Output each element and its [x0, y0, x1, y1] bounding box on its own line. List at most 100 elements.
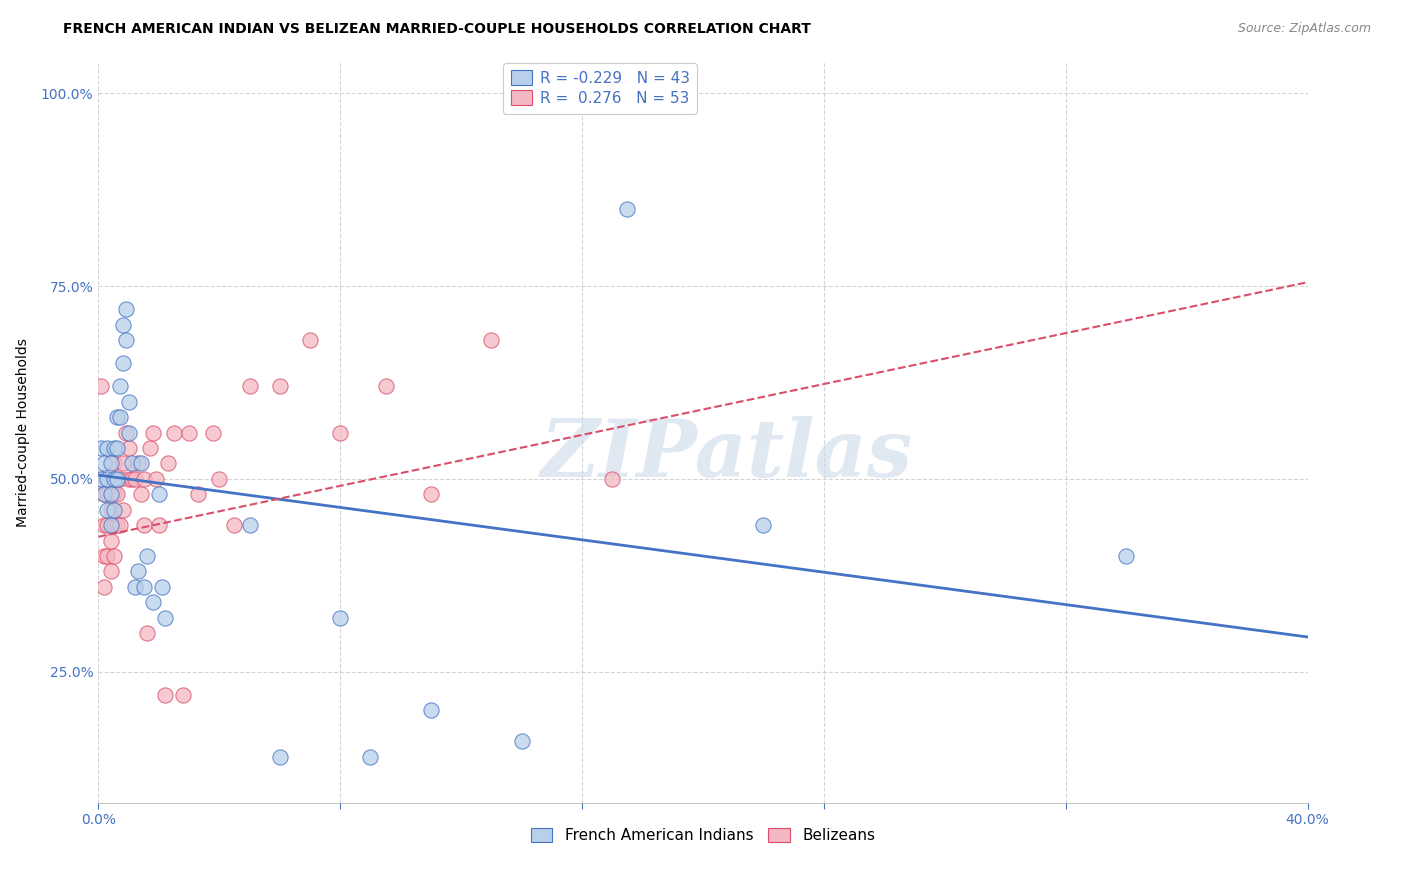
Point [100, 457, 122, 471]
Point [93, 457, 115, 471]
Point [108, 379, 131, 393]
Point [163, 425, 186, 440]
Point [148, 518, 170, 533]
Point [752, 518, 775, 533]
Legend: French American Indians, Belizeans: French American Indians, Belizeans [523, 820, 883, 851]
Point [114, 425, 136, 440]
Point [96, 502, 118, 516]
Text: FRENCH AMERICAN INDIAN VS BELIZEAN MARRIED-COUPLE HOUSEHOLDS CORRELATION CHART: FRENCH AMERICAN INDIAN VS BELIZEAN MARRI… [63, 22, 811, 37]
Point [360, 749, 382, 764]
Point [90, 379, 112, 393]
Point [172, 688, 194, 702]
Point [93, 518, 115, 533]
Point [108, 410, 131, 425]
Y-axis label: Married-couple Households: Married-couple Households [15, 338, 30, 527]
Point [105, 487, 128, 501]
Point [100, 518, 122, 533]
Point [187, 487, 209, 501]
Point [103, 472, 125, 486]
Point [118, 472, 141, 486]
Point [100, 502, 122, 516]
Point [139, 441, 162, 455]
Point [153, 611, 176, 625]
Point [103, 441, 125, 455]
Point [111, 457, 134, 471]
Point [148, 487, 170, 501]
Point [114, 302, 136, 317]
Point [100, 565, 122, 579]
Point [129, 487, 152, 501]
Point [602, 472, 624, 486]
Point [224, 518, 246, 533]
Point [111, 502, 134, 516]
Point [103, 549, 125, 563]
Point [208, 472, 231, 486]
Point [93, 487, 115, 501]
Point [111, 318, 134, 332]
Point [239, 518, 262, 533]
Point [142, 425, 165, 440]
Point [100, 487, 122, 501]
Point [135, 626, 157, 640]
Point [150, 580, 173, 594]
Point [124, 472, 146, 486]
Point [108, 518, 131, 533]
Point [299, 333, 322, 347]
Point [142, 595, 165, 609]
Point [96, 487, 118, 501]
Point [96, 472, 118, 486]
Point [105, 472, 128, 486]
Point [105, 441, 128, 455]
Point [93, 580, 115, 594]
Point [179, 425, 201, 440]
Point [135, 549, 157, 563]
Point [105, 518, 128, 533]
Point [329, 425, 352, 440]
Point [100, 533, 122, 548]
Point [374, 379, 396, 393]
Point [121, 472, 143, 486]
Point [510, 734, 533, 748]
Point [202, 425, 225, 440]
Point [132, 472, 155, 486]
Point [103, 487, 125, 501]
Point [90, 472, 112, 486]
Point [96, 441, 118, 455]
Point [127, 565, 149, 579]
Point [90, 441, 112, 455]
Point [103, 457, 125, 471]
Point [93, 549, 115, 563]
Point [127, 457, 149, 471]
Point [153, 688, 176, 702]
Point [269, 749, 291, 764]
Point [118, 441, 141, 455]
Point [114, 333, 136, 347]
Point [156, 457, 179, 471]
Point [420, 487, 443, 501]
Point [132, 580, 155, 594]
Point [93, 487, 115, 501]
Point [108, 472, 131, 486]
Point [129, 457, 152, 471]
Point [145, 472, 167, 486]
Point [103, 518, 125, 533]
Point [132, 518, 155, 533]
Point [124, 580, 146, 594]
Point [329, 611, 352, 625]
Point [481, 333, 503, 347]
Point [118, 394, 141, 409]
Text: ZIPatlas: ZIPatlas [541, 416, 914, 493]
Point [121, 457, 143, 471]
Point [118, 425, 141, 440]
Point [420, 703, 443, 717]
Point [96, 549, 118, 563]
Point [90, 472, 112, 486]
Point [1115, 549, 1137, 563]
Point [239, 379, 262, 393]
Point [96, 518, 118, 533]
Point [616, 202, 638, 216]
Point [269, 379, 291, 393]
Point [105, 410, 128, 425]
Point [111, 356, 134, 370]
Text: Source: ZipAtlas.com: Source: ZipAtlas.com [1237, 22, 1371, 36]
